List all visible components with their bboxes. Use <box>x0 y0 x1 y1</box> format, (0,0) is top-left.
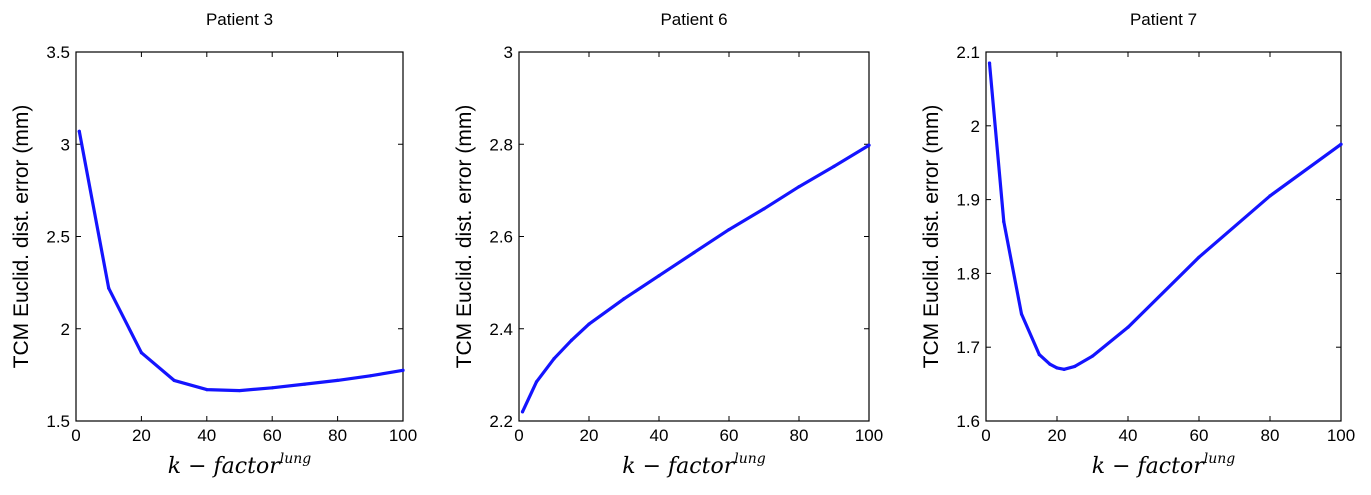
y-tick-label: 2.2 <box>489 412 513 431</box>
y-tick-label: 2.5 <box>46 228 70 247</box>
y-tick-label: 2.8 <box>489 135 513 154</box>
data-point <box>303 382 307 386</box>
x-axis-label-main: k − factor <box>1092 454 1205 479</box>
data-point <box>762 207 766 211</box>
y-axis-label: TCM Euclid. dist. error (mm) <box>453 105 476 369</box>
data-point <box>237 388 242 393</box>
chart-panel-2: Patient 6 0 20 40 60 80 100 2.2 2.4 2.6 2.8 3 TCM Eu… <box>453 10 883 479</box>
chart-panel-1: Patient 3 0 20 40 60 80 100 1.5 2 2.5 3 3.5 TCM Eucl… <box>10 10 417 479</box>
data-point <box>1090 354 1095 358</box>
data-point <box>587 322 591 326</box>
data-point <box>727 227 731 232</box>
plot-frame <box>518 51 870 422</box>
y-tick-label: 1.7 <box>956 338 980 357</box>
x-tick-label: 60 <box>263 426 282 445</box>
data-point <box>867 143 871 147</box>
y-tick-label: 1.6 <box>956 412 980 431</box>
x-tick-label: 20 <box>1048 426 1067 445</box>
data-point <box>336 378 340 383</box>
data-point <box>1339 142 1343 146</box>
chart-title: Patient 7 <box>1130 10 1197 29</box>
data-point <box>139 351 143 355</box>
x-axis-label: k − factorlung <box>622 451 765 479</box>
x-axis-label: k − factorlung <box>1092 451 1235 479</box>
x-tick-label: 0 <box>71 426 80 445</box>
data-point <box>1126 325 1130 329</box>
data-point <box>1062 367 1066 371</box>
data-point <box>1002 220 1006 224</box>
x-tick-label: 100 <box>855 426 883 445</box>
y-tick-label: 1.5 <box>46 412 70 431</box>
plot-frame <box>985 51 1342 422</box>
data-point <box>1268 194 1272 198</box>
data-point <box>205 388 209 392</box>
data-point <box>987 61 992 65</box>
data-point <box>534 380 539 384</box>
data-point <box>1073 364 1077 368</box>
data-point <box>172 378 176 383</box>
data-point <box>692 251 696 255</box>
y-tick-label: 3.5 <box>46 43 70 62</box>
chart-title: Patient 6 <box>660 10 727 29</box>
x-tick-label: 40 <box>650 426 669 445</box>
data-point <box>622 297 626 301</box>
data-point <box>520 410 525 414</box>
chart-title: Patient 3 <box>206 10 273 29</box>
x-tick-label: 40 <box>197 426 216 445</box>
x-axis-label-main: k − factor <box>168 454 281 479</box>
x-tick-label: 20 <box>132 426 151 445</box>
data-point <box>270 386 274 390</box>
x-axis-label-main: k − factor <box>622 454 735 479</box>
x-axis-label-sup: lung <box>1204 451 1236 467</box>
y-tick-label: 3 <box>61 135 70 154</box>
x-tick-label: 20 <box>580 426 599 445</box>
x-axis-label-sup: lung <box>280 451 312 467</box>
data-point <box>1037 352 1041 357</box>
y-tick-label: 2 <box>61 320 70 339</box>
y-tick-label: 2.4 <box>489 320 513 339</box>
data-point <box>1019 312 1024 316</box>
x-axis-label: k − factorlung <box>168 451 311 479</box>
y-tick-label: 1.8 <box>956 264 980 283</box>
data-point <box>569 338 574 342</box>
x-tick-label: 100 <box>1327 426 1355 445</box>
data-point <box>1197 255 1201 259</box>
y-axis-label: TCM Euclid. dist. error (mm) <box>10 105 33 369</box>
x-tick-label: 0 <box>514 426 523 445</box>
data-point <box>368 374 372 378</box>
data-point <box>832 164 836 168</box>
x-tick-label: 80 <box>790 426 809 445</box>
data-point <box>1055 366 1059 370</box>
y-tick-label: 2.6 <box>489 228 513 247</box>
x-tick-label: 60 <box>720 426 739 445</box>
data-point <box>552 357 556 361</box>
x-tick-label: 60 <box>1190 426 1209 445</box>
data-point <box>77 129 81 133</box>
x-tick-label: 80 <box>328 426 347 445</box>
series-line <box>77 129 405 393</box>
data-point <box>107 286 111 290</box>
y-tick-label: 3 <box>504 43 513 62</box>
y-axis-label: TCM Euclid. dist. error (mm) <box>920 105 943 369</box>
x-axis-label-sup: lung <box>734 451 766 467</box>
x-tick-label: 40 <box>1119 426 1138 445</box>
y-tick-label: 1.9 <box>956 191 980 210</box>
data-point <box>1048 362 1052 366</box>
data-point <box>797 185 801 189</box>
x-tick-label: 100 <box>389 426 417 445</box>
data-point <box>657 274 661 278</box>
series-line <box>987 61 1343 371</box>
y-tick-label: 2.1 <box>956 43 980 62</box>
plot-frame <box>75 51 404 422</box>
data-point <box>401 368 405 372</box>
chart-panel-3: Patient 7 0 20 40 60 80 100 1.6 1.7 1.8 1.9 2 2.1 TCM… <box>920 10 1355 479</box>
series-line <box>520 143 871 414</box>
x-tick-label: 80 <box>1261 426 1280 445</box>
y-tick-label: 2 <box>971 117 980 136</box>
x-tick-label: 0 <box>981 426 990 445</box>
